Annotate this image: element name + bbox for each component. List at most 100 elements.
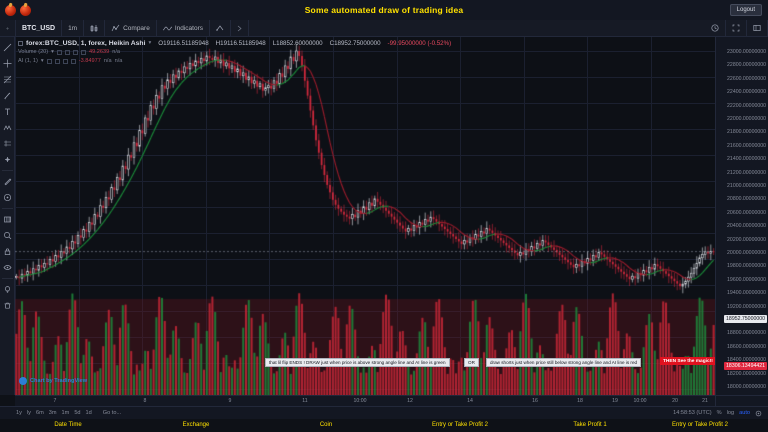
crosshair-icon[interactable]	[0, 56, 14, 71]
footer-label: Date Time	[54, 422, 82, 428]
indicators-button[interactable]: Indicators	[157, 19, 211, 37]
compare-button[interactable]: Compare	[105, 19, 157, 37]
clock-icon[interactable]	[705, 19, 726, 37]
price-axis-tick: 19200.00000000	[727, 303, 766, 310]
fib-icon[interactable]	[0, 72, 14, 87]
pencil-icon[interactable]	[0, 174, 14, 189]
series-title: forex:BTC_USD, 1, forex, Heikin Ashi	[26, 40, 146, 47]
range-button-ly[interactable]: ly	[26, 410, 31, 416]
time-axis-tick: 16	[532, 398, 538, 404]
trendline-icon[interactable]	[0, 40, 14, 55]
chart-canvas[interactable]: forex:BTC_USD, 1, forex, Heikin Ashi ▾ O…	[15, 37, 715, 395]
time-axis-tick: 20	[672, 398, 678, 404]
chart-bottom-toolbar: 1y ly 6m 3m 1m 5d 1d Go to... 14:58:53 (UTC) %…	[0, 406, 768, 419]
text-icon[interactable]	[0, 104, 14, 119]
price-axis-tick: 18800.00000000	[727, 330, 766, 337]
annotation-note-right: draw shorts just when price still below …	[486, 358, 642, 367]
ai-menu-icon[interactable]: ▾	[40, 58, 44, 64]
brush-icon[interactable]	[0, 88, 14, 103]
range-button-3m[interactable]: 3m	[48, 410, 57, 416]
price-axis-tick: 22800.00000000	[727, 62, 766, 69]
fullscreen-icon[interactable]	[726, 19, 747, 37]
crosshair-icon[interactable]	[0, 19, 16, 37]
eye-icon[interactable]	[0, 260, 14, 275]
price-axis-tick: 22000.00000000	[727, 116, 766, 122]
watermark-label: Chart by TradingView	[30, 378, 88, 384]
gear-icon[interactable]	[755, 410, 762, 417]
ai-eye-icon[interactable]	[46, 59, 52, 64]
price-axis-tick: 21800.00000000	[727, 129, 766, 136]
symbol-button[interactable]: BTC_USD	[16, 19, 63, 37]
volume-eye-icon[interactable]	[56, 50, 62, 55]
range-button-5d[interactable]: 5d	[74, 410, 81, 416]
volume-more-icon[interactable]	[80, 50, 86, 55]
bulb-icon[interactable]	[0, 282, 14, 297]
volume-remove-icon[interactable]	[72, 50, 78, 55]
snapshot-icon[interactable]	[747, 19, 768, 37]
legend-volume-row[interactable]: Volume (20) ▾ 49.2639 n/a	[18, 48, 451, 57]
time-axis-tick: 12	[407, 398, 413, 404]
chart-legend: forex:BTC_USD, 1, forex, Heikin Ashi ▾ O…	[18, 39, 451, 66]
ai-more-icon[interactable]	[70, 59, 76, 64]
alert-price-badge[interactable]: 18306.13494421	[724, 362, 767, 370]
annotation-note-or: OR	[464, 358, 479, 367]
chart-style-button[interactable]	[84, 19, 106, 37]
zoom-icon[interactable]	[0, 228, 14, 243]
series-menu-icon[interactable]: ▾	[148, 40, 152, 46]
tradingview-watermark: Chart by TradingView	[19, 377, 87, 385]
forecast-icon[interactable]	[0, 136, 14, 151]
ai-settings-icon[interactable]	[54, 59, 60, 64]
toolbar-divider	[1, 170, 13, 171]
window-titlebar: Some automated draw of trading idea Logo…	[0, 0, 768, 20]
price-axis[interactable]: 23000.00000000 22800.00000000 22600.000000…	[715, 37, 768, 395]
ai-remove-icon[interactable]	[62, 59, 68, 64]
ai-value: -3.84977	[78, 58, 101, 64]
legend-ai-row[interactable]: AI (1, 1) ▾ -3.84977 n/a n/a	[18, 57, 451, 66]
volume-value: 49.2639	[88, 49, 110, 55]
price-axis-tick: 20200.00000000	[727, 236, 766, 243]
time-axis-tick: 10:00	[633, 398, 647, 404]
series-visibility-checkbox[interactable]	[18, 41, 23, 46]
price-axis-tick: 22400.00000000	[727, 89, 766, 96]
range-button-1d[interactable]: 1d	[85, 410, 92, 416]
time-axis-tick: 21	[702, 398, 708, 404]
chevron-right-icon[interactable]	[231, 19, 250, 37]
ai-title: AI (1, 1)	[18, 58, 38, 64]
range-button-1y[interactable]: 1y	[16, 410, 22, 416]
magnet-icon[interactable]	[0, 152, 14, 167]
auto-scale-button[interactable]: auto	[739, 410, 750, 416]
pattern-icon[interactable]	[0, 120, 14, 135]
logout-button[interactable]: Logout	[729, 4, 762, 16]
interval-button[interactable]: 1m	[62, 19, 85, 37]
range-button-6m[interactable]: 6m	[35, 410, 44, 416]
log-scale-button[interactable]: log	[726, 410, 735, 416]
volume-na: n/a	[112, 49, 120, 55]
axis-corner	[715, 395, 768, 406]
candlestick-plot[interactable]	[15, 37, 715, 395]
titlebar-icons	[0, 4, 31, 16]
price-axis-tick: 21000.00000000	[727, 183, 766, 189]
chart-toolbar: BTC_USD 1m Compare Indicators	[0, 19, 768, 37]
time-axis-tick: 11	[302, 398, 308, 404]
price-axis-tick: 20600.00000000	[727, 209, 766, 216]
emoji-icon[interactable]	[0, 190, 14, 205]
templates-icon[interactable]	[210, 19, 232, 37]
price-axis-tick: 20000.00000000	[727, 250, 766, 256]
volume-settings-icon[interactable]	[64, 50, 70, 55]
current-price-badge[interactable]: 18952.75000000	[724, 315, 767, 323]
lock-icon[interactable]	[0, 244, 14, 259]
price-axis-tick: 21200.00000000	[727, 169, 766, 176]
time-axis-tick: 19	[612, 398, 618, 404]
range-button-1m[interactable]: 1m	[61, 410, 70, 416]
price-axis-tick: 21600.00000000	[727, 142, 766, 149]
volume-menu-icon[interactable]: ▾	[51, 49, 54, 55]
percent-scale-button[interactable]: %	[716, 410, 722, 416]
ruler-icon[interactable]	[0, 212, 14, 227]
trash-icon[interactable]	[0, 298, 14, 313]
tradingview-logo-icon	[19, 377, 27, 385]
legend-series-row[interactable]: forex:BTC_USD, 1, forex, Heikin Ashi ▾ O…	[18, 39, 451, 48]
goto-button[interactable]: Go to...	[102, 410, 122, 416]
price-axis-tick: 20800.00000000	[727, 196, 766, 203]
